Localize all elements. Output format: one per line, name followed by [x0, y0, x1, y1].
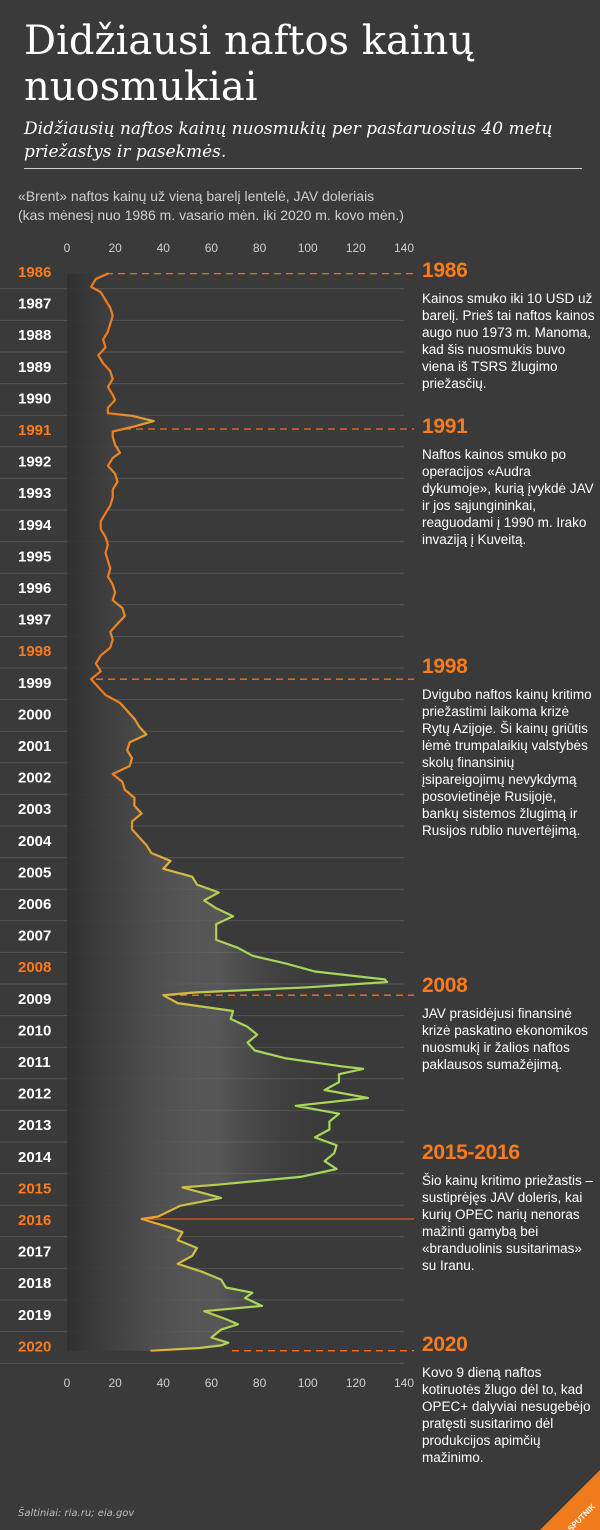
- year-label: 2010: [18, 1022, 51, 1039]
- annotation-text: JAV prasidėjusi finansinė krizė paskatin…: [422, 1006, 588, 1072]
- annotation-year: 2008: [422, 974, 468, 997]
- year-label: 2003: [18, 801, 51, 818]
- year-label: 2016: [18, 1212, 51, 1229]
- price-line: [90, 272, 389, 1352]
- year-label: 1993: [18, 485, 51, 502]
- year-label: 2015: [18, 1180, 51, 1197]
- year-label: 1989: [18, 359, 51, 376]
- x-tick-label-top: 140: [394, 241, 414, 255]
- year-label: 2006: [18, 896, 51, 913]
- year-label: 2004: [18, 833, 52, 850]
- x-tick-label-top: 120: [346, 241, 366, 255]
- x-tick-label-bottom: 100: [298, 1376, 318, 1390]
- year-label: 1987: [18, 296, 51, 313]
- year-label: 2020: [18, 1338, 51, 1355]
- x-tick-label-bottom: 140: [394, 1376, 414, 1390]
- year-label: 2008: [18, 959, 51, 976]
- x-tick-label-bottom: 0: [64, 1376, 71, 1390]
- x-tick-label-top: 60: [205, 241, 219, 255]
- page-subtitle: Didžiausių naftos kainų nuosmukių per pa…: [24, 119, 553, 162]
- x-axis-top: 0 20 40 60 80 100 120 140: [64, 241, 415, 255]
- x-tick-label-top: 80: [253, 241, 267, 255]
- price-line-layer: [90, 272, 389, 1352]
- chart-caption-line2: (kas mėnesį nuo 1986 m. vasario mėn. iki…: [18, 207, 404, 223]
- year-label: 1988: [18, 327, 51, 344]
- year-label: 2019: [18, 1307, 51, 1324]
- year-label: 2017: [18, 1244, 51, 1261]
- x-tick-label-bottom: 40: [157, 1376, 171, 1390]
- year-label: 2009: [18, 991, 51, 1008]
- year-label: 1998: [18, 643, 51, 660]
- annotation-year: 2020: [422, 1333, 468, 1356]
- year-label: 1997: [18, 612, 51, 629]
- x-tick-label-top: 20: [108, 241, 122, 255]
- year-label: 1990: [18, 390, 51, 407]
- year-label: 2007: [18, 928, 51, 945]
- x-tick-label-bottom: 80: [253, 1376, 267, 1390]
- x-tick-label-top: 40: [157, 241, 171, 255]
- year-labels: 1986 1987 1988 1989 1990 1991 1992 1993 1994 1995…: [18, 264, 52, 1355]
- annotation-1986: 1986 Kainos smuko iki 10 USD už barelį. P…: [422, 258, 596, 392]
- year-label: 2013: [18, 1117, 51, 1134]
- x-tick-label-top: 100: [298, 241, 318, 255]
- year-label: 1994: [18, 517, 52, 534]
- sputnik-logo: SPUTNIK: [540, 1470, 600, 1530]
- annotation-text: Šio kainų kritimo priežastis – sustiprėj…: [422, 1173, 594, 1273]
- chart-caption: «Brent» naftos kainų už vieną barelį len…: [18, 187, 438, 225]
- annotation-1998: 1998 Dvigubo naftos kainų kritimo priežas…: [422, 654, 596, 839]
- x-tick-label-bottom: 60: [205, 1376, 219, 1390]
- annotation-text: Kainos smuko iki 10 USD už barelį. Prieš…: [422, 291, 595, 391]
- year-label: 2002: [18, 770, 51, 787]
- annotation-text: Dvigubo naftos kainų kritimo priežastimi…: [422, 687, 592, 838]
- source-note: Šaltiniai: ria.ru; eia.gov: [18, 1508, 135, 1519]
- annotation-text: Naftos kainos smuko po operacijos «Audra…: [422, 447, 594, 547]
- year-label: 1991: [18, 422, 51, 439]
- year-label: 1995: [18, 548, 51, 565]
- annotation-text: Kovo 9 dieną naftos kotiruotės žlugo dėl…: [422, 1365, 591, 1465]
- annotation-year: 2015-2016: [422, 1141, 520, 1164]
- x-tick-label-bottom: 120: [346, 1376, 366, 1390]
- page-title: Didžiausi naftos kainų nuosmukiai: [24, 18, 475, 110]
- annotation-year: 1998: [422, 655, 468, 678]
- year-label: 2005: [18, 864, 51, 881]
- price-area: [67, 273, 388, 1351]
- annotation-1991: 1991 Naftos kainos smuko po operacijos «A…: [422, 414, 596, 548]
- year-label: 2012: [18, 1086, 51, 1103]
- annotation-dash-lines: [96, 272, 414, 1352]
- year-label: 1999: [18, 675, 51, 692]
- chart-caption-line1: «Brent» naftos kainų už vieną barelį len…: [18, 188, 375, 204]
- year-label: 2000: [18, 706, 51, 723]
- price-chart: 0 20 40 60 80 100 120 140 0 20 40 60 80 100 120 140 19…: [0, 241, 415, 1390]
- annotation-2015-2016: 2015-2016 Šio kainų kritimo priežastis – …: [422, 1140, 596, 1274]
- year-label: 1992: [18, 454, 51, 471]
- annotation-2020: 2020 Kovo 9 dieną naftos kotiruotės žlugo…: [422, 1332, 596, 1466]
- x-axis-bottom: 0 20 40 60 80 100 120 140: [64, 1376, 415, 1390]
- year-label: 2014: [18, 1149, 52, 1166]
- year-label: 2001: [18, 738, 51, 755]
- annotation-year: 1991: [422, 415, 468, 438]
- year-label: 2011: [18, 1054, 51, 1071]
- year-label: 1996: [18, 580, 51, 597]
- x-tick-label-top: 0: [64, 241, 71, 255]
- year-label: 2018: [18, 1275, 51, 1292]
- chart-area-fill: [67, 273, 388, 1351]
- annotation-2008: 2008 JAV prasidėjusi finansinė krizė pask…: [422, 973, 596, 1073]
- x-tick-label-bottom: 20: [108, 1376, 122, 1390]
- annotation-year: 1986: [422, 259, 468, 282]
- year-label: 1986: [18, 264, 51, 281]
- header-divider: [24, 168, 582, 169]
